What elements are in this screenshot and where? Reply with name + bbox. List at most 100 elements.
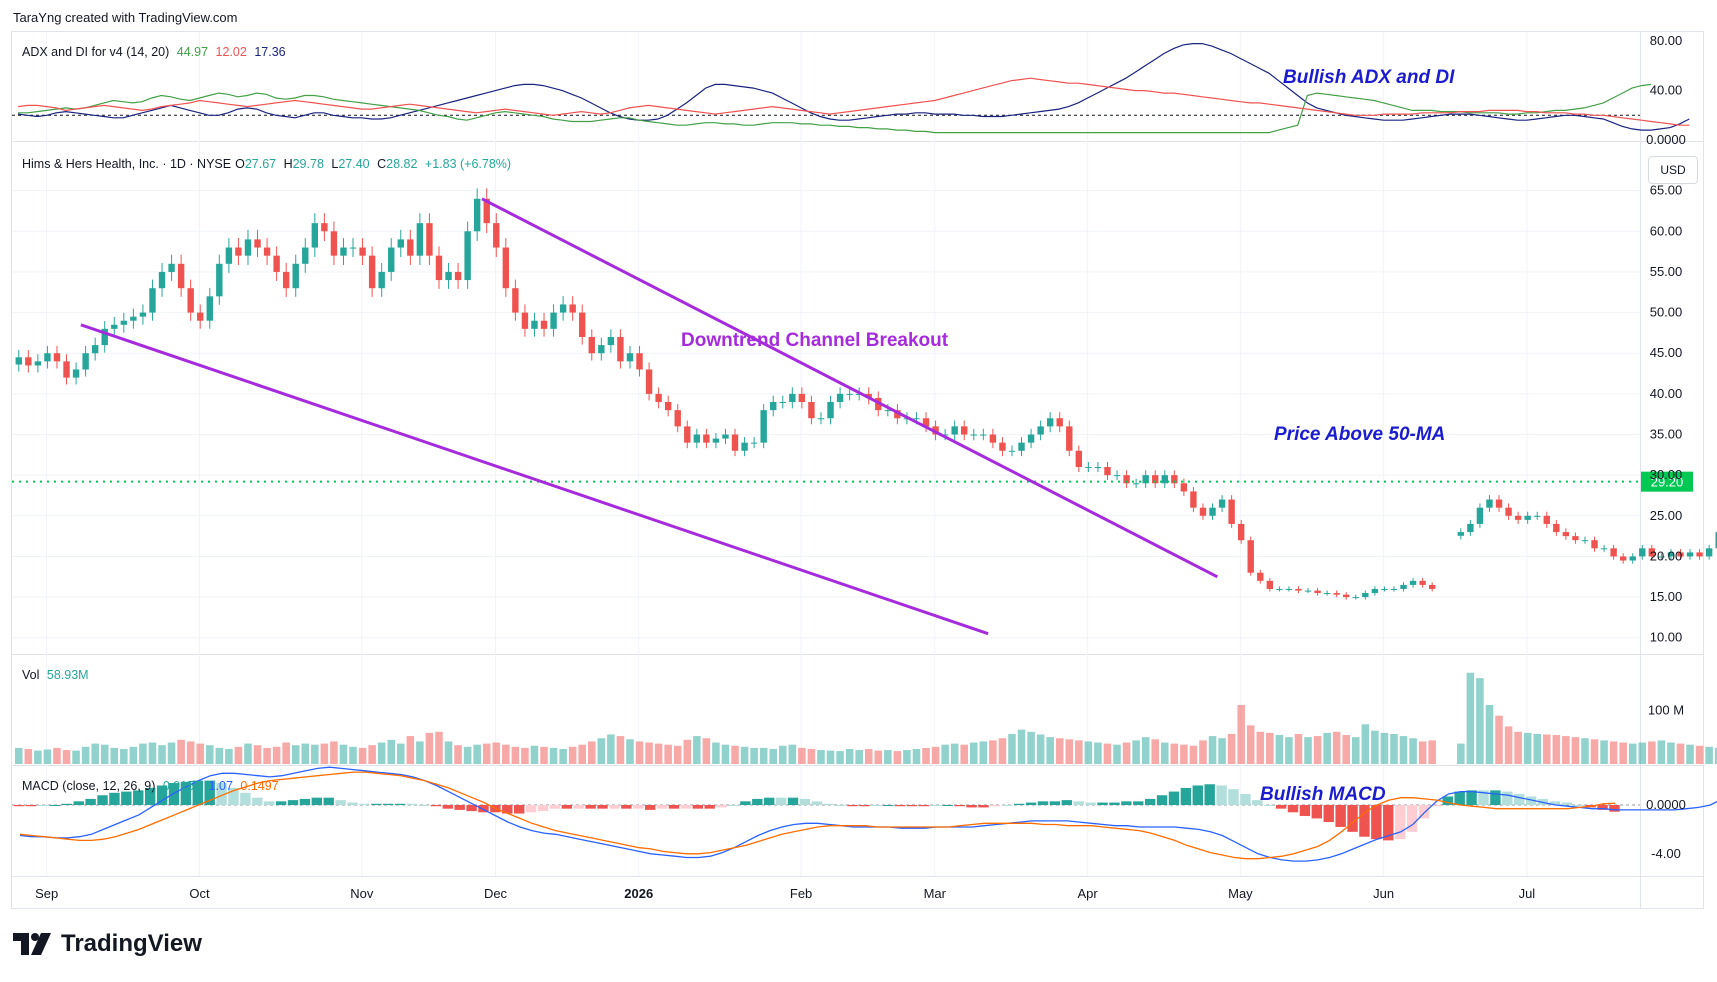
macd-histogram-bar: [597, 805, 608, 809]
volume-bar: [320, 743, 329, 764]
volume-bar: [903, 750, 911, 764]
macd-histogram-bar: [1216, 785, 1227, 805]
volume-bar: [836, 751, 844, 764]
macd-histogram-bar: [1561, 802, 1573, 805]
volume-bar: [960, 744, 968, 764]
volume-bar: [34, 750, 42, 764]
price-legend: Hims & Hers Health, Inc. · 1D · NYSE O27.…: [22, 157, 515, 171]
macd-histogram-bar: [394, 803, 406, 805]
time-tick-label: Sep: [35, 886, 58, 901]
macd-pane: [12, 766, 1717, 862]
volume-bar: [1648, 741, 1656, 764]
candle-body: [894, 410, 901, 419]
annotation-channel: Downtrend Channel Breakout: [681, 330, 949, 351]
candle-body: [1266, 580, 1274, 589]
volume-bar: [81, 746, 90, 764]
volume-bar: [1418, 741, 1427, 764]
high-value: 29.78: [292, 157, 324, 171]
candle-body: [464, 231, 471, 281]
candle-body: [1629, 556, 1636, 561]
volume-bar: [616, 736, 625, 764]
volume-bar: [1017, 729, 1026, 764]
volume-bar: [244, 743, 252, 764]
candle-body: [617, 336, 624, 362]
macd-histogram-bar: [1525, 796, 1537, 805]
macd-histogram-bar: [894, 805, 906, 807]
candle-body: [1524, 515, 1531, 520]
macd-histogram-bar: [1252, 800, 1263, 805]
macd-histogram-bar: [264, 801, 275, 805]
volume-bar: [1237, 704, 1245, 764]
macd-histogram-bar: [121, 791, 132, 805]
volume-bar: [549, 747, 558, 764]
volume-bar: [1161, 742, 1169, 764]
candle-body: [722, 434, 729, 439]
candle-body: [779, 402, 786, 403]
volume-bar: [62, 750, 71, 764]
volume-bar: [788, 744, 797, 764]
macd-histogram-bar: [133, 790, 144, 805]
candle-body: [1161, 475, 1168, 484]
macd-histogram-bar: [1133, 801, 1144, 805]
candle-body: [1600, 548, 1608, 550]
adx-tick-label: 40.00: [1650, 83, 1683, 98]
time-tick-label: Dec: [484, 886, 508, 901]
volume-bar: [1189, 745, 1198, 764]
volume-bar: [826, 750, 835, 764]
macd-histogram-bar: [1323, 805, 1334, 823]
volume-bar: [1285, 737, 1293, 764]
candle-body: [550, 312, 557, 329]
volume-bar: [110, 747, 119, 764]
candle-body: [693, 434, 701, 443]
volume-bar: [1428, 740, 1436, 764]
candle-body: [1180, 483, 1188, 492]
macd-histogram-bar: [1609, 805, 1620, 812]
macd-histogram-bar: [859, 805, 870, 807]
macd-legend-v2: 1.07: [208, 779, 233, 793]
candle-body: [512, 288, 519, 313]
candle-body: [1639, 548, 1646, 557]
candle-body: [1457, 532, 1465, 536]
candle-body: [168, 263, 175, 272]
candle-body: [235, 247, 242, 256]
candle-body: [1467, 523, 1474, 533]
candle-body: [321, 223, 328, 232]
candle-body: [1686, 552, 1694, 557]
macd-histogram-bar: [1347, 805, 1358, 832]
volume-bar: [1332, 731, 1341, 764]
candle-body: [187, 288, 194, 313]
macd-histogram-bar: [585, 805, 596, 809]
volume-bar: [1533, 733, 1541, 764]
volume-bar: [1180, 744, 1188, 764]
macd-histogram-bar: [847, 805, 858, 807]
candle-body: [655, 393, 662, 402]
currency-button[interactable]: USD: [1648, 156, 1698, 184]
adx-series-diminus: [17, 77, 1690, 126]
macd-histogram-bar: [740, 801, 751, 805]
volume-bar: [1523, 732, 1532, 764]
macd-legend-title: MACD (close, 12, 26, 9): [22, 779, 156, 793]
candle-body: [1648, 548, 1656, 557]
macd-histogram-bar: [871, 805, 882, 806]
macd-histogram-bar: [1025, 802, 1037, 805]
chart-frame: [11, 31, 1704, 909]
volume-bar: [1075, 740, 1083, 764]
candle-body: [798, 393, 806, 402]
macd-histogram-bar: [1049, 801, 1061, 805]
volume-bar: [1466, 672, 1475, 764]
macd-histogram-bar: [371, 803, 382, 805]
volume-bar: [473, 744, 481, 764]
volume-bar: [1294, 733, 1303, 764]
candle-body: [1066, 426, 1073, 451]
candle-body: [531, 320, 538, 329]
macd-histogram-bar: [454, 805, 465, 810]
volume-bar: [874, 750, 883, 764]
candle-body: [1247, 540, 1254, 573]
tradingview-brand[interactable]: TradingView: [13, 930, 202, 958]
volume-bar: [301, 743, 310, 764]
volume-bar: [358, 747, 367, 764]
candle-body: [855, 393, 863, 395]
candle-body: [502, 247, 510, 289]
channel-line-upper: [481, 197, 1218, 579]
